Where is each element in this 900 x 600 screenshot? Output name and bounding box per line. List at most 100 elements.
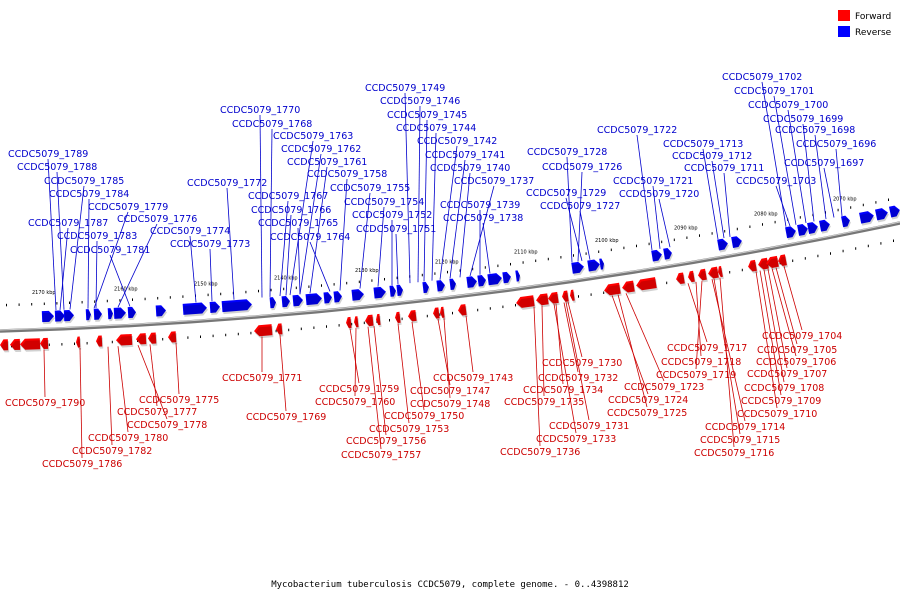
gene-shadow (352, 291, 365, 303)
tick-mark-top (535, 259, 537, 263)
reverse-leader-line (417, 105, 421, 283)
gene-shadow (423, 283, 430, 296)
reverse-gene-label: CCDC5079_1720 (619, 189, 699, 200)
tick-mark-bottom (867, 244, 869, 248)
forward-gene-arrow (148, 332, 157, 344)
reverse-gene-arrow (127, 306, 136, 319)
gene-shadow (689, 272, 696, 285)
reverse-gene-arrow (373, 286, 386, 299)
tick-label: 2140 kbp (274, 275, 298, 281)
reverse-gene-label: CCDC5079_1776 (117, 214, 197, 225)
reverse-gene-arrow (182, 302, 207, 315)
forward-gene-label: CCDC5079_1734 (523, 385, 603, 396)
forward-gene-label: CCDC5079_1715 (700, 435, 780, 446)
forward-gene-label: CCDC5079_1775 (139, 395, 219, 406)
forward-gene-label: CCDC5079_1786 (42, 459, 122, 470)
forward-leader-line (373, 325, 387, 436)
gene-shadow (137, 335, 148, 347)
forward-leader-line (771, 268, 797, 357)
gene-shadow (549, 293, 560, 306)
forward-gene-label: CCDC5079_1706 (756, 357, 836, 368)
gene-shadow (128, 308, 137, 321)
forward-gene-label: CCDC5079_1736 (500, 447, 580, 458)
gene-shadow (347, 318, 353, 331)
gene-shadow (377, 315, 382, 328)
gene-shadow (503, 273, 512, 286)
reverse-gene-arrow (663, 248, 672, 260)
reverse-gene-arrow (333, 291, 342, 303)
gene-shadow (434, 309, 441, 321)
forward-leader-line (713, 278, 741, 435)
reverse-gene-arrow (41, 310, 54, 323)
tick-mark-top (295, 286, 297, 290)
tick-mark-bottom (401, 317, 403, 321)
gene-shadow (664, 250, 673, 262)
tick-mark-bottom (578, 295, 579, 298)
forward-leader-line (759, 270, 782, 396)
reverse-gene-arrow (63, 310, 74, 322)
tick-mark-bottom (48, 343, 50, 347)
tick-mark-top (283, 287, 285, 291)
tick-mark-top (157, 296, 159, 300)
reverse-leader-line (285, 214, 292, 296)
forward-gene-arrow (708, 266, 719, 279)
forward-gene-arrow (10, 338, 21, 351)
tick-mark-bottom (225, 333, 227, 337)
forward-gene-arrow (748, 259, 757, 272)
gene-shadow (841, 217, 851, 230)
reverse-leader-line (579, 210, 591, 260)
reverse-leader-line (279, 200, 289, 297)
tick-mark-bottom (74, 342, 75, 346)
reverse-gene-label: CCDC5079_1770 (220, 105, 300, 116)
tick-mark-bottom (212, 334, 214, 338)
legend: Forward Reverse (838, 10, 892, 38)
gene-shadow (108, 310, 114, 322)
forward-leader-line (711, 279, 746, 422)
reverse-gene-label: CCDC5079_1697 (784, 158, 864, 169)
tick-mark-top (585, 252, 587, 255)
reverse-gene-label: CCDC5079_1741 (425, 150, 505, 161)
reverse-leader-line (702, 148, 719, 240)
forward-leader-line (687, 283, 708, 343)
forward-gene-arrow (395, 311, 401, 324)
reverse-gene-label: CCDC5079_1758 (307, 169, 387, 180)
tick-mark-bottom (880, 242, 882, 245)
tick-mark-bottom (187, 336, 189, 339)
forward-gene-arrow (778, 254, 787, 266)
forward-leader-line (107, 346, 113, 446)
reverse-leader-line (56, 171, 65, 310)
tick-mark-bottom (326, 325, 327, 328)
forward-gene-label: CCDC5079_1735 (504, 397, 584, 408)
forward-leader-line (541, 305, 545, 397)
forward-gene-arrow (688, 270, 695, 283)
tick-mark-top (384, 277, 385, 281)
reverse-gene-label: CCDC5079_1762 (281, 144, 361, 155)
gene-shadow (397, 286, 404, 299)
tick-mark-top (18, 303, 20, 306)
tick-mark-bottom (830, 252, 831, 255)
forward-leader-line (411, 321, 425, 411)
reverse-gene-label: CCDC5079_1701 (734, 86, 814, 97)
forward-gene-arrow (116, 333, 133, 346)
tick-mark-top (43, 302, 45, 306)
reverse-leader-line (109, 254, 131, 307)
gene-shadow (441, 308, 446, 320)
reverse-leader-line (209, 248, 213, 302)
reverse-leader-line (711, 160, 725, 239)
tick-mark-bottom (515, 303, 516, 307)
reverse-gene-arrow (221, 299, 252, 313)
forward-leader-line (465, 315, 474, 373)
forward-gene-label: CCDC5079_1732 (538, 373, 618, 384)
gene-shadow (749, 261, 758, 274)
gene-shadow (786, 228, 797, 241)
tick-mark-top (119, 299, 121, 302)
tick-mark-top (321, 284, 322, 287)
tick-mark-top (245, 290, 247, 294)
forward-leader-line (117, 346, 129, 433)
gene-shadow (767, 257, 780, 270)
tick-mark-top (799, 216, 801, 219)
forward-gene-arrow (676, 272, 685, 285)
genome-backbone (0, 221, 900, 333)
reverse-leader-line (565, 197, 583, 261)
reverse-gene-arrow (85, 309, 91, 321)
